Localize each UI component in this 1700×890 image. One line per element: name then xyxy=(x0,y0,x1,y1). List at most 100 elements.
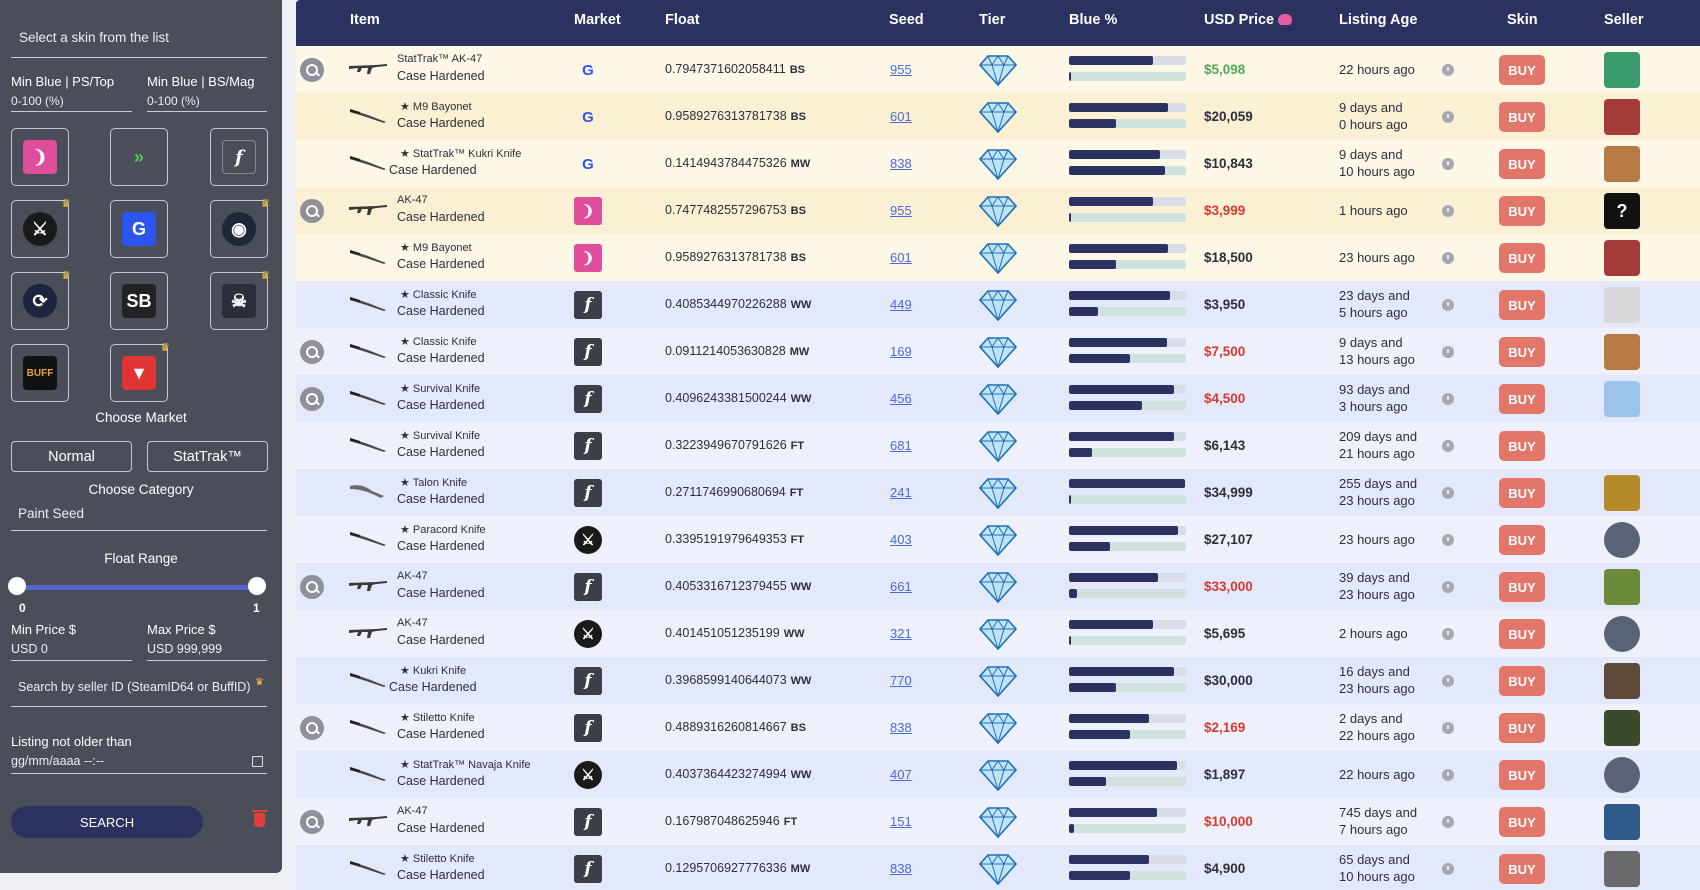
buy-button[interactable]: BUY xyxy=(1499,55,1545,85)
zoom-icon[interactable] xyxy=(300,575,324,599)
seed-link[interactable]: 169 xyxy=(890,344,912,359)
min-blue-ps-input[interactable]: 0-100 (%) xyxy=(11,94,132,112)
seed-link[interactable]: 838 xyxy=(890,156,912,171)
buy-button[interactable]: BUY xyxy=(1499,807,1545,837)
buy-button[interactable]: BUY xyxy=(1499,478,1545,508)
header-price[interactable]: USD Price xyxy=(1204,12,1275,28)
zoom-icon[interactable] xyxy=(300,340,324,364)
listing-age-input[interactable]: gg/mm/aaaa --:-- xyxy=(11,754,267,774)
zoom-icon[interactable] xyxy=(300,716,324,740)
seed-link[interactable]: 838 xyxy=(890,861,912,876)
seed-link[interactable]: 955 xyxy=(890,203,912,218)
seed-link[interactable]: 681 xyxy=(890,438,912,453)
market-waxpeer-button[interactable]: ▼ ♛ xyxy=(110,342,170,402)
buy-button[interactable]: BUY xyxy=(1499,619,1545,649)
seller-avatar[interactable] xyxy=(1604,287,1640,323)
seed-link[interactable]: 955 xyxy=(890,62,912,77)
stattrak-button[interactable]: StatTrak™ xyxy=(147,441,268,472)
seller-avatar[interactable] xyxy=(1604,569,1640,605)
paint-seed-input[interactable]: Paint Seed xyxy=(11,506,267,531)
seller-avatar[interactable] xyxy=(1604,334,1640,370)
market-steam-button[interactable]: ◉ ♛ xyxy=(210,198,270,258)
seller-avatar[interactable] xyxy=(1604,475,1640,511)
seed-link[interactable]: 449 xyxy=(890,297,912,312)
seller-avatar[interactable] xyxy=(1604,381,1640,417)
market-dmarket-button[interactable]: » xyxy=(110,128,168,186)
float-min-handle[interactable] xyxy=(8,577,26,595)
skin-select[interactable]: Select a skin from the list xyxy=(11,30,267,58)
seller-avatar[interactable] xyxy=(1604,663,1640,699)
seed-link[interactable]: 151 xyxy=(890,814,912,829)
seed-link[interactable]: 838 xyxy=(890,720,912,735)
market-gamerpay-button[interactable]: G xyxy=(110,200,168,258)
buy-button[interactable]: BUY xyxy=(1499,196,1545,226)
header-seller[interactable]: Seller xyxy=(1604,12,1644,28)
clock-icon xyxy=(1442,534,1454,546)
buy-button[interactable]: BUY xyxy=(1499,760,1545,790)
seed-link[interactable]: 321 xyxy=(890,626,912,641)
header-item[interactable]: Item xyxy=(350,12,380,28)
seller-avatar[interactable] xyxy=(1604,240,1640,276)
buy-button[interactable]: BUY xyxy=(1499,713,1545,743)
buy-button[interactable]: BUY xyxy=(1499,431,1545,461)
seller-avatar[interactable] xyxy=(1604,99,1640,135)
seed-link[interactable]: 601 xyxy=(890,250,912,265)
seller-avatar[interactable] xyxy=(1604,52,1640,88)
seller-avatar[interactable] xyxy=(1604,146,1640,182)
market-csfloat-button[interactable]: ❩ xyxy=(11,128,69,186)
market-skinport-button[interactable]: f xyxy=(210,128,268,186)
buy-button[interactable]: BUY xyxy=(1499,243,1545,273)
header-seed[interactable]: Seed xyxy=(889,12,924,28)
seller-avatar[interactable] xyxy=(1604,522,1640,558)
header-listing-age[interactable]: Listing Age xyxy=(1339,12,1418,28)
seller-avatar[interactable] xyxy=(1604,710,1640,746)
zoom-icon[interactable] xyxy=(300,58,324,82)
float-range-track[interactable] xyxy=(17,585,257,590)
search-button[interactable]: SEARCH xyxy=(11,806,203,838)
header-float[interactable]: Float xyxy=(665,12,700,28)
buy-button[interactable]: BUY xyxy=(1499,149,1545,179)
seed-link[interactable]: 403 xyxy=(890,532,912,547)
min-blue-bs-input[interactable]: 0-100 (%) xyxy=(147,94,267,112)
seller-avatar[interactable] xyxy=(1604,757,1640,793)
header-skin[interactable]: Skin xyxy=(1507,12,1538,28)
buy-button[interactable]: BUY xyxy=(1499,572,1545,602)
zoom-icon[interactable] xyxy=(300,199,324,223)
float-max-handle[interactable] xyxy=(248,577,266,595)
normal-button[interactable]: Normal xyxy=(11,441,132,472)
seed-link[interactable]: 407 xyxy=(890,767,912,782)
seed-link[interactable]: 770 xyxy=(890,673,912,688)
calendar-icon[interactable] xyxy=(252,756,263,767)
market-lootfarm-button[interactable]: ☠ ♛ xyxy=(210,270,270,330)
seed-link[interactable]: 456 xyxy=(890,391,912,406)
seller-avatar[interactable] xyxy=(1604,851,1640,887)
min-price-input[interactable]: USD 0 xyxy=(11,642,132,661)
buy-button[interactable]: BUY xyxy=(1499,337,1545,367)
zoom-icon[interactable] xyxy=(300,387,324,411)
header-tier[interactable]: Tier xyxy=(979,12,1006,28)
buy-button[interactable]: BUY xyxy=(1499,525,1545,555)
seller-avatar[interactable] xyxy=(1604,616,1640,652)
seller-search-input[interactable]: Search by seller ID (SteamID64 or BuffID… xyxy=(11,680,267,707)
seed-link[interactable]: 601 xyxy=(890,109,912,124)
buy-button[interactable]: BUY xyxy=(1499,102,1545,132)
trash-icon[interactable] xyxy=(252,810,267,827)
price-value: $1,897 xyxy=(1204,767,1246,782)
seller-avatar[interactable] xyxy=(1604,804,1640,840)
market-buff-button[interactable]: BUFF xyxy=(11,344,69,402)
buy-button[interactable]: BUY xyxy=(1499,384,1545,414)
seed-link[interactable]: 661 xyxy=(890,579,912,594)
buy-button[interactable]: BUY xyxy=(1499,666,1545,696)
seller-avatar[interactable]: ? xyxy=(1604,193,1640,229)
market-csmoney-button[interactable]: ⟳ ♛ xyxy=(11,270,71,330)
price-value: $3,999 xyxy=(1204,203,1246,218)
buy-button[interactable]: BUY xyxy=(1499,854,1545,884)
header-market[interactable]: Market xyxy=(574,12,621,28)
buy-button[interactable]: BUY xyxy=(1499,290,1545,320)
seed-link[interactable]: 241 xyxy=(890,485,912,500)
max-price-input[interactable]: USD 999,999 xyxy=(147,642,267,661)
market-skinbid-button[interactable]: ⚔ ♛ xyxy=(11,198,71,258)
zoom-icon[interactable] xyxy=(300,810,324,834)
market-skinbaron-button[interactable]: SB xyxy=(110,272,168,330)
header-blue[interactable]: Blue % xyxy=(1069,12,1118,28)
